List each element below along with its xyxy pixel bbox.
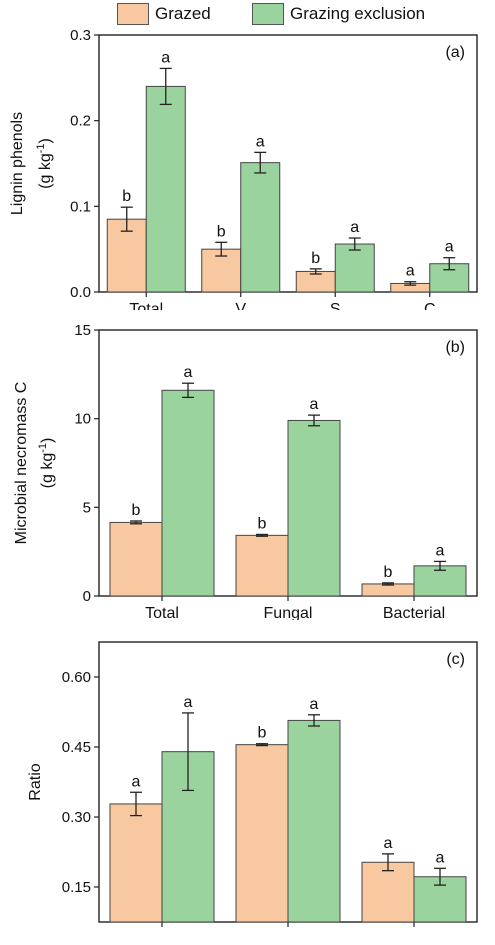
legend: Grazed Grazing exclusion (0, 0, 495, 30)
bar (361, 583, 415, 597)
significance-letter: a (256, 133, 265, 150)
y-tick-label: 0.60 (62, 669, 91, 686)
y-axis-unit-label: (g kg-1) (37, 438, 56, 489)
panel-tag: (a) (445, 44, 465, 61)
x-tick-label: S (330, 301, 341, 310)
x-tick-label: Bacterial (383, 605, 445, 620)
bar (109, 521, 163, 597)
significance-letter: b (258, 515, 267, 532)
significance-letter: a (436, 849, 445, 866)
significance-letter: a (350, 219, 359, 236)
legend-label-grazing-exclusion: Grazing exclusion (290, 4, 426, 23)
legend-swatch-grazed (117, 3, 149, 25)
y-axis-label: Microbial necromass C (13, 382, 30, 545)
bar (145, 85, 186, 293)
significance-letter: a (310, 696, 319, 713)
plot-frame (98, 34, 478, 293)
y-axis-label: Ratio (27, 763, 44, 800)
significance-letter: a (406, 263, 415, 280)
bar (334, 243, 375, 293)
y-tick-label: 0.0 (70, 284, 91, 301)
significance-letter: b (217, 223, 226, 240)
significance-letter: a (161, 49, 170, 66)
y-tick-label: 0.1 (70, 198, 91, 215)
significance-letter: a (184, 364, 193, 381)
bar (287, 719, 341, 923)
bar (240, 162, 281, 293)
y-tick-label: 0.15 (62, 879, 91, 896)
y-tick-label: 5 (83, 499, 91, 516)
significance-letter: a (310, 396, 319, 413)
panel-tag: (b) (445, 339, 465, 356)
significance-letter: b (258, 725, 267, 742)
y-tick-label: 15 (74, 322, 91, 339)
significance-letter: b (311, 250, 320, 267)
y-tick-label: 10 (74, 411, 91, 428)
x-tick-label: Total (145, 605, 179, 620)
significance-letter: b (384, 564, 393, 581)
bar (161, 389, 215, 597)
significance-letter: b (132, 502, 141, 519)
x-tick-label: Total (129, 301, 163, 310)
significance-letter: b (122, 188, 131, 205)
bar (109, 803, 163, 923)
significance-letter: a (436, 542, 445, 559)
bar (235, 534, 289, 597)
y-tick-label: 0.45 (62, 739, 91, 756)
significance-letter: a (445, 239, 454, 256)
y-tick-label: 0 (83, 588, 91, 605)
x-tick-label: C (424, 301, 436, 310)
y-axis-unit-label: (g kg-1) (35, 138, 54, 189)
bar (361, 861, 415, 923)
legend-swatch-grazing-exclusion (252, 3, 284, 25)
y-axis-label: Lignin phenols (9, 112, 26, 215)
bar (235, 744, 289, 923)
significance-letter: a (184, 694, 193, 711)
chart-panel-a: 0.0 0.1 0.2 0.3 (a) Lignin phenols (g kg-1) Tot… (9, 27, 478, 310)
y-tick-label: 0.2 (70, 113, 91, 130)
x-tick-label: Fungal (264, 605, 313, 620)
legend-label-grazed: Grazed (155, 4, 211, 23)
significance-letter: a (384, 835, 393, 852)
chart-panel-b: 0 5 10 15 (b) Microbial necromass C (g kg-1) To… (13, 322, 478, 620)
x-tick-label: V (235, 301, 246, 310)
significance-letter: a (132, 773, 141, 790)
chart-panel-c: 0.150.300.450.60(c)Ratio(Ad:Al)Vaa(Ad:Al… (27, 641, 478, 927)
y-tick-label: 0.30 (62, 809, 91, 826)
y-tick-label: 0.3 (70, 27, 91, 44)
bar (287, 419, 341, 597)
panel-tag: (c) (446, 651, 465, 668)
